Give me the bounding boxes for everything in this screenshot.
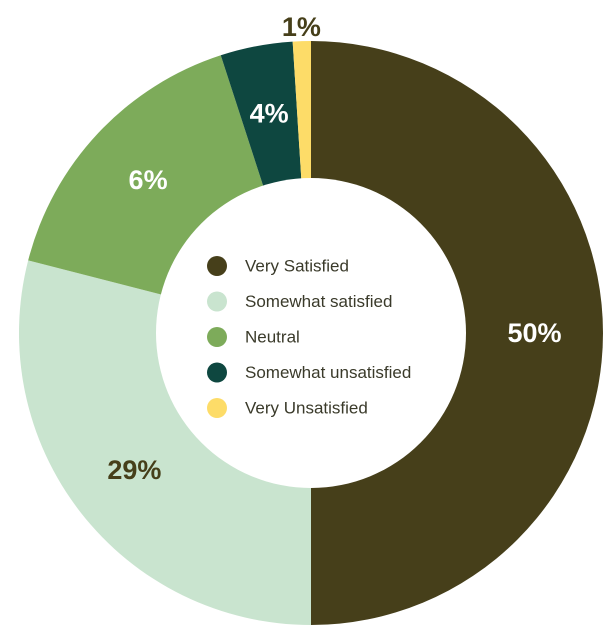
slice-labels-group: 50% 29% 6% 4% 1% xyxy=(107,12,561,485)
legend-label-neutral: Neutral xyxy=(245,328,300,347)
legend: Very Satisfied Somewhat satisfied Neutral S… xyxy=(207,256,411,418)
legend-marker-very-satisfied xyxy=(207,256,227,276)
legend-label-very-unsatisfied: Very Unsatisfied xyxy=(245,399,368,418)
legend-label-somewhat-satisfied: Somewhat satisfied xyxy=(245,292,392,311)
legend-marker-somewhat-satisfied xyxy=(207,291,227,312)
data-label-neutral: 6% xyxy=(129,165,168,195)
data-label-somewhat-unsatisfied: 4% xyxy=(250,98,289,128)
legend-label-very-satisfied: Very Satisfied xyxy=(245,257,349,276)
legend-marker-somewhat-unsatisfied xyxy=(207,362,227,383)
donut-hole xyxy=(156,178,466,488)
data-label-somewhat-satisfied: 29% xyxy=(107,455,161,485)
legend-label-somewhat-unsatisfied: Somewhat unsatisfied xyxy=(245,363,411,382)
legend-marker-very-unsatisfied xyxy=(207,398,227,418)
data-label-very-unsatisfied: 1% xyxy=(282,12,321,42)
data-label-very-satisfied: 50% xyxy=(507,318,561,348)
legend-marker-neutral xyxy=(207,327,227,347)
